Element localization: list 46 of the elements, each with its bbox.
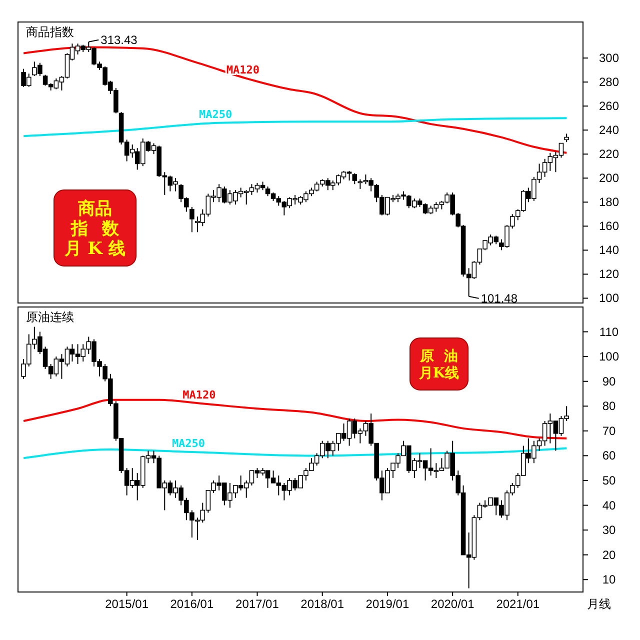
- y-tick-label: 10: [602, 572, 616, 587]
- y-tick-label: 100: [598, 291, 620, 306]
- series-label: MA250: [199, 108, 232, 121]
- y-tick-label: 280: [598, 75, 620, 90]
- y-tick-label: 110: [599, 324, 619, 339]
- y-tick-label: 180: [598, 195, 620, 210]
- line-series: [22, 46, 568, 154]
- y-tick-label: 200: [598, 171, 620, 186]
- candlestick: [352, 172, 358, 185]
- x-tick-label: 2020/01: [430, 597, 475, 611]
- chart-title: 商品指数: [26, 25, 74, 39]
- x-tick-label: 2021/01: [496, 597, 540, 611]
- chart-title: 原油连续: [26, 310, 74, 324]
- y-tick-label: 260: [598, 99, 620, 114]
- y-tick-label: 50: [602, 473, 616, 488]
- x-tick-label: 2015/01: [105, 597, 149, 611]
- text: 月线: [587, 597, 611, 611]
- y-tick-label: 220: [598, 147, 620, 162]
- y-tick-label: 240: [598, 123, 620, 138]
- y-tick-label: 90: [602, 374, 616, 388]
- candlestick: [190, 206, 194, 233]
- x-tick-label: 2018/01: [300, 597, 344, 611]
- series-label: MA120: [226, 63, 260, 76]
- y-tick-label: 140: [598, 243, 620, 258]
- y-tick-label: 40: [602, 498, 616, 512]
- x-tick-label: 2016/01: [170, 597, 214, 611]
- annotation: 101.48: [480, 291, 518, 306]
- annotation: 313.43: [100, 32, 138, 47]
- x-tick-label: 2017/01: [236, 597, 280, 611]
- line-series: [22, 447, 568, 460]
- y-tick-label: 70: [602, 424, 616, 438]
- y-tick-label: 30: [602, 523, 616, 538]
- x-tick-label: 2019/01: [366, 597, 410, 611]
- annotation: 商品指数月K线: [64, 198, 133, 259]
- line-series: [22, 398, 568, 440]
- annotation: 原油月K线: [418, 348, 468, 382]
- y-tick-label: 60: [602, 448, 616, 463]
- line-series: [22, 117, 568, 138]
- y-tick-label: 20: [602, 548, 616, 562]
- series-label: MA120: [182, 388, 216, 402]
- y-tick-label: 300: [598, 51, 620, 66]
- y-tick-label: 160: [598, 219, 620, 234]
- series-label: MA250: [172, 436, 206, 450]
- y-tick-label: 80: [602, 399, 616, 414]
- y-tick-label: 100: [598, 350, 620, 364]
- y-tick-label: 120: [598, 267, 620, 282]
